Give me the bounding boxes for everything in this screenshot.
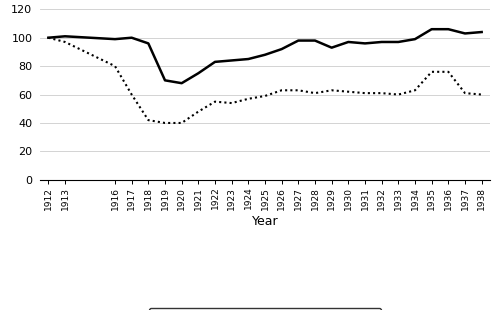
MI (Output-weighted) xyxy=(212,100,218,104)
MI xyxy=(246,57,252,61)
MI (Output-weighted) xyxy=(396,93,402,96)
MI (Output-weighted) xyxy=(346,90,352,94)
MI xyxy=(228,59,234,62)
MI (Output-weighted) xyxy=(62,40,68,44)
MI (Output-weighted) xyxy=(312,91,318,95)
MI (Output-weighted) xyxy=(196,110,202,113)
MI xyxy=(378,40,384,44)
MI xyxy=(62,34,68,38)
MI xyxy=(428,27,434,31)
MI xyxy=(328,46,334,50)
MI xyxy=(146,42,152,45)
MI xyxy=(262,53,268,57)
MI (Output-weighted) xyxy=(228,101,234,105)
MI xyxy=(46,36,52,40)
MI (Output-weighted) xyxy=(246,97,252,101)
MI (Output-weighted) xyxy=(146,118,152,122)
MI xyxy=(212,60,218,64)
MI (Output-weighted) xyxy=(128,93,134,96)
MI (Output-weighted) xyxy=(378,91,384,95)
MI (Output-weighted) xyxy=(328,88,334,92)
MI xyxy=(446,27,452,31)
MI (Output-weighted) xyxy=(446,70,452,74)
MI (Output-weighted) xyxy=(278,88,284,92)
MI (Output-weighted) xyxy=(428,70,434,74)
MI xyxy=(362,42,368,45)
MI (Output-weighted) xyxy=(412,88,418,92)
MI xyxy=(462,32,468,35)
MI xyxy=(346,40,352,44)
MI xyxy=(162,78,168,82)
MI (Output-weighted) xyxy=(478,93,484,96)
MI (Output-weighted) xyxy=(46,36,52,40)
MI xyxy=(296,39,302,42)
MI (Output-weighted) xyxy=(296,88,302,92)
MI xyxy=(312,39,318,42)
MI xyxy=(196,71,202,75)
MI xyxy=(396,40,402,44)
MI (Output-weighted) xyxy=(178,121,184,125)
MI (Output-weighted) xyxy=(162,121,168,125)
MI (Output-weighted) xyxy=(462,91,468,95)
MI (Output-weighted) xyxy=(362,91,368,95)
MI xyxy=(478,30,484,34)
MI xyxy=(412,37,418,41)
Line: MI (Output-weighted): MI (Output-weighted) xyxy=(48,38,482,123)
MI xyxy=(278,47,284,51)
Line: MI: MI xyxy=(48,29,482,83)
MI xyxy=(112,37,118,41)
MI (Output-weighted) xyxy=(262,94,268,98)
X-axis label: Year: Year xyxy=(252,215,278,228)
MI xyxy=(178,81,184,85)
Legend: MI, MI (Output-weighted): MI, MI (Output-weighted) xyxy=(149,308,382,310)
MI xyxy=(128,36,134,40)
MI (Output-weighted) xyxy=(112,64,118,68)
